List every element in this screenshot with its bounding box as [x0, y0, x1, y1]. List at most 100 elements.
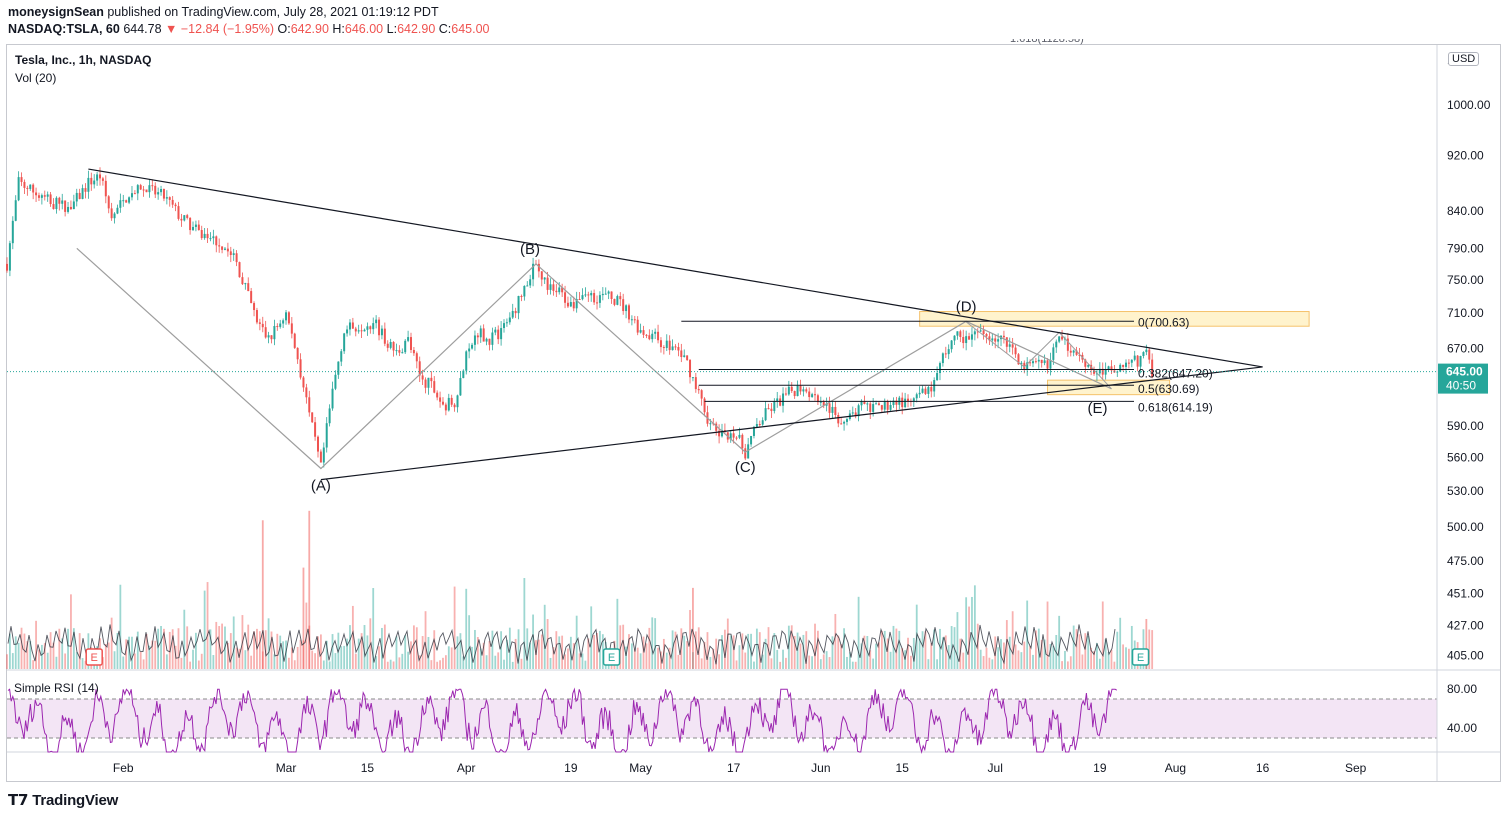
candle-body[interactable]: [346, 329, 349, 334]
candle-body[interactable]: [566, 302, 569, 307]
candle-body[interactable]: [337, 361, 340, 375]
candle-body[interactable]: [851, 412, 854, 414]
candle-body[interactable]: [558, 287, 561, 293]
candle-body[interactable]: [343, 333, 346, 352]
candle-body[interactable]: [412, 349, 415, 354]
candle-body[interactable]: [238, 262, 241, 278]
candle-body[interactable]: [1040, 359, 1043, 364]
candle-body[interactable]: [468, 348, 471, 352]
candle-body[interactable]: [81, 188, 84, 199]
candle-body[interactable]: [357, 330, 360, 332]
candle-body[interactable]: [101, 178, 104, 181]
candle-body[interactable]: [549, 284, 552, 290]
candle-body[interactable]: [732, 433, 735, 438]
candle-body[interactable]: [1011, 344, 1014, 348]
triangle-trendline-1[interactable]: [320, 366, 1263, 481]
candle-body[interactable]: [622, 299, 625, 312]
candle-body[interactable]: [465, 351, 468, 371]
candle-body[interactable]: [936, 373, 939, 381]
candle-body[interactable]: [29, 184, 32, 189]
candle-body[interactable]: [532, 263, 535, 280]
candle-body[interactable]: [139, 185, 142, 190]
candle-body[interactable]: [398, 350, 401, 353]
candle-body[interactable]: [854, 412, 857, 417]
candle-body[interactable]: [973, 331, 976, 335]
candle-body[interactable]: [247, 283, 250, 292]
candle-body[interactable]: [87, 177, 90, 192]
candle-body[interactable]: [488, 338, 491, 345]
candle-body[interactable]: [511, 310, 514, 318]
candle-body[interactable]: [808, 391, 811, 398]
candle-body[interactable]: [741, 434, 744, 449]
candle-body[interactable]: [747, 444, 750, 459]
candle-body[interactable]: [290, 323, 293, 334]
candle-body[interactable]: [1125, 362, 1128, 367]
candle-body[interactable]: [1017, 354, 1020, 365]
candle-body[interactable]: [735, 437, 738, 439]
candle-body[interactable]: [761, 420, 764, 425]
candle-body[interactable]: [863, 401, 866, 404]
candle-body[interactable]: [671, 346, 674, 351]
candle-body[interactable]: [453, 404, 456, 408]
candle-body[interactable]: [645, 334, 648, 336]
candle-body[interactable]: [782, 393, 785, 406]
candle-body[interactable]: [354, 328, 357, 332]
fib-zone-0[interactable]: [919, 311, 1310, 327]
candle-body[interactable]: [244, 283, 247, 285]
wave-label[interactable]: (C): [735, 459, 756, 476]
candle-body[interactable]: [610, 291, 613, 299]
candle-body[interactable]: [293, 333, 296, 348]
candle-body[interactable]: [1058, 336, 1061, 342]
candle-body[interactable]: [892, 400, 895, 406]
candle-body[interactable]: [651, 333, 654, 340]
candle-body[interactable]: [404, 340, 407, 353]
candle-body[interactable]: [880, 405, 883, 410]
candle-body[interactable]: [1069, 350, 1072, 353]
candle-body[interactable]: [314, 422, 317, 437]
candle-body[interactable]: [770, 408, 773, 412]
candle-body[interactable]: [351, 322, 354, 329]
candle-body[interactable]: [334, 374, 337, 389]
candle-body[interactable]: [302, 377, 305, 388]
candle-body[interactable]: [1145, 349, 1148, 353]
candle-body[interactable]: [802, 389, 805, 392]
candle-body[interactable]: [93, 180, 96, 185]
candle-body[interactable]: [473, 335, 476, 345]
candle-body[interactable]: [689, 360, 692, 378]
candle-body[interactable]: [168, 197, 171, 200]
candle-body[interactable]: [1043, 360, 1046, 364]
candle-body[interactable]: [328, 408, 331, 424]
candle-body[interactable]: [938, 363, 941, 374]
candle-body[interactable]: [90, 177, 93, 185]
candle-body[interactable]: [459, 378, 462, 396]
candle-body[interactable]: [1052, 347, 1055, 360]
candle-body[interactable]: [348, 322, 351, 330]
legend-rsi[interactable]: Simple RSI (14): [14, 681, 99, 695]
candle-body[interactable]: [1046, 360, 1049, 369]
candle-body[interactable]: [654, 331, 657, 334]
candle-body[interactable]: [1095, 373, 1098, 375]
candle-body[interactable]: [1142, 352, 1145, 357]
candle-body[interactable]: [1014, 347, 1017, 355]
candle-body[interactable]: [17, 177, 20, 201]
candle-body[interactable]: [988, 336, 991, 341]
candle-body[interactable]: [877, 403, 880, 406]
candle-body[interactable]: [860, 401, 863, 406]
candle-body[interactable]: [985, 333, 988, 337]
candle-body[interactable]: [253, 303, 256, 311]
candle-body[interactable]: [587, 294, 590, 296]
candle-body[interactable]: [991, 338, 994, 341]
candle-body[interactable]: [752, 426, 755, 436]
legend-volume[interactable]: Vol (20): [15, 71, 57, 85]
candle-body[interactable]: [956, 331, 959, 336]
candle-body[interactable]: [46, 194, 49, 197]
candle-body[interactable]: [1104, 369, 1107, 375]
candle-body[interactable]: [790, 386, 793, 392]
candle-body[interactable]: [680, 350, 683, 358]
candle-body[interactable]: [659, 340, 662, 348]
candle-body[interactable]: [805, 389, 808, 392]
candle-body[interactable]: [694, 377, 697, 390]
candle-body[interactable]: [886, 401, 889, 410]
candle-body[interactable]: [1078, 354, 1081, 356]
candle-body[interactable]: [1031, 361, 1034, 364]
